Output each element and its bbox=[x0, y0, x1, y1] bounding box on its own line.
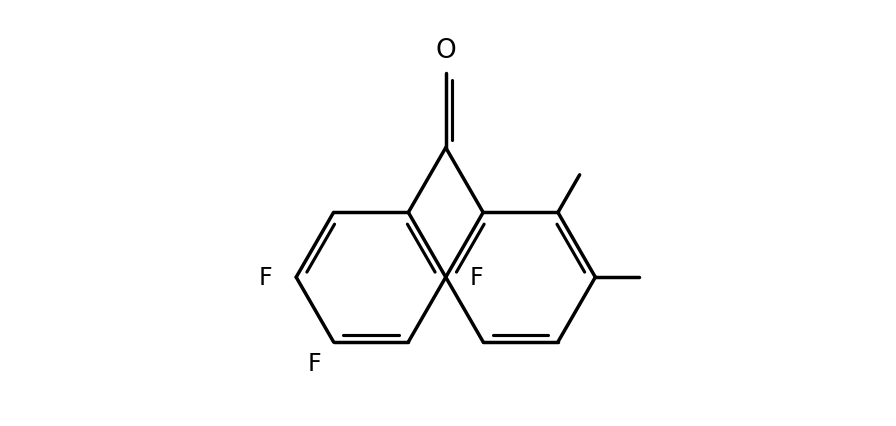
Text: F: F bbox=[308, 351, 322, 375]
Text: O: O bbox=[435, 38, 456, 64]
Text: F: F bbox=[470, 265, 483, 290]
Text: F: F bbox=[259, 265, 272, 290]
